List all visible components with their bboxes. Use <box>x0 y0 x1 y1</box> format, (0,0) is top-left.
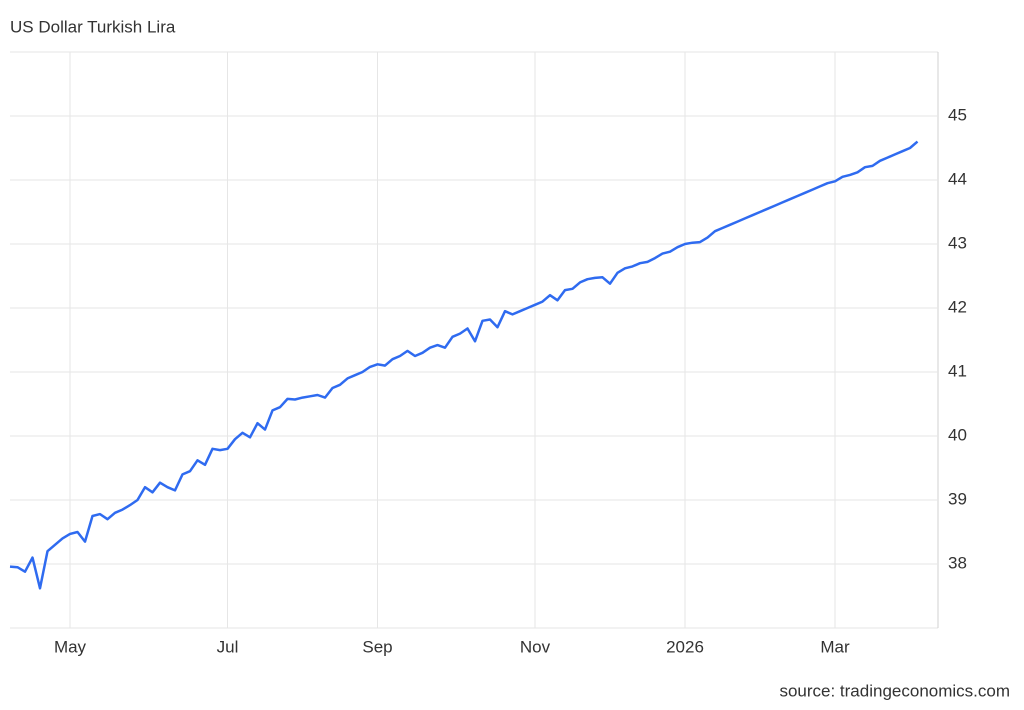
x-tick-label: Sep <box>362 637 392 656</box>
x-tick-label: Jul <box>217 637 239 656</box>
y-tick-label: 42 <box>948 297 967 316</box>
y-tick-label: 40 <box>948 425 967 444</box>
chart-title: US Dollar Turkish Lira <box>10 17 176 36</box>
y-tick-label: 43 <box>948 233 967 252</box>
y-tick-label: 39 <box>948 489 967 508</box>
x-tick-label: Mar <box>820 637 850 656</box>
x-tick-label: Nov <box>520 637 551 656</box>
source-note: source: tradingeconomics.com <box>779 681 1010 700</box>
price-line <box>9 140 919 590</box>
y-tick-label: 45 <box>948 105 967 124</box>
y-tick-label: 41 <box>948 361 967 380</box>
x-tick-label: 2026 <box>666 637 704 656</box>
y-tick-label: 44 <box>948 169 967 188</box>
x-tick-label: May <box>54 637 87 656</box>
y-tick-label: 38 <box>948 553 967 572</box>
